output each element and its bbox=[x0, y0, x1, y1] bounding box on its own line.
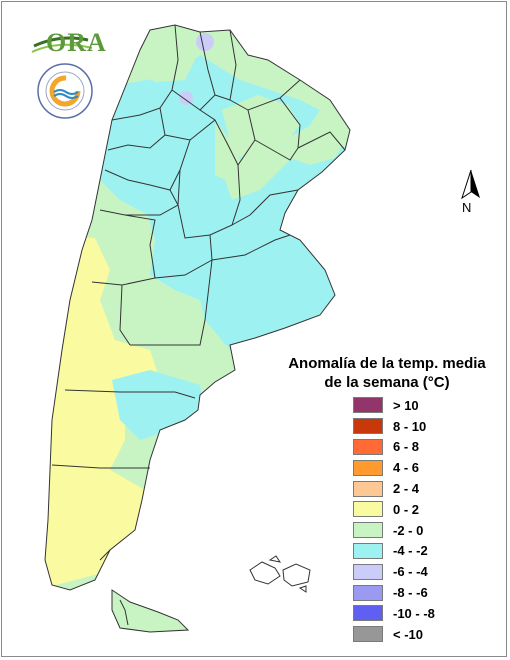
zone-neg6-neg4-spot-a bbox=[196, 33, 214, 51]
legend-item: < -10 bbox=[353, 624, 435, 645]
north-arrow-icon bbox=[461, 169, 480, 200]
seal-icon bbox=[37, 63, 93, 119]
tdf-border bbox=[119, 599, 129, 626]
legend-swatch bbox=[353, 605, 383, 622]
zone-neg2-0-corner bbox=[285, 120, 345, 165]
legend-label: 0 - 2 bbox=[393, 501, 420, 517]
legend-item: 6 - 8 bbox=[353, 437, 435, 458]
legend-swatch bbox=[353, 480, 383, 497]
legend-label: < -10 bbox=[393, 626, 423, 642]
legend-label: -6 - -4 bbox=[393, 564, 428, 580]
legend-item: -4 - -2 bbox=[353, 541, 435, 562]
tierra-del-fuego bbox=[111, 589, 190, 633]
zone-0-2 bbox=[45, 230, 160, 590]
legend-title-line-1: Anomalía de la temp. media bbox=[288, 355, 486, 372]
legend-item: 0 - 2 bbox=[353, 499, 435, 520]
zone-neg2-0-north bbox=[135, 35, 195, 82]
legend-label: 4 - 6 bbox=[393, 460, 420, 476]
legend-title: Anomalía de la temp. media de la semana … bbox=[282, 354, 492, 392]
zone-neg2-0-ne bbox=[222, 95, 300, 165]
ora-logo-text: ORA bbox=[46, 28, 107, 57]
legend-label: > 10 bbox=[393, 397, 419, 413]
ora-swoosh-icon bbox=[31, 36, 93, 53]
north-arrow-label: N bbox=[462, 200, 472, 215]
legend-swatch bbox=[353, 501, 383, 518]
legend-label: -4 - -2 bbox=[393, 543, 428, 559]
province-borders bbox=[44, 24, 351, 591]
legend-swatch bbox=[353, 438, 383, 455]
legend-swatch bbox=[353, 418, 383, 435]
legend-swatch bbox=[353, 542, 383, 559]
legend-label: 6 - 8 bbox=[393, 439, 420, 455]
legend-item: 4 - 6 bbox=[353, 457, 435, 478]
legend-item: -10 - -8 bbox=[353, 603, 435, 624]
legend-item: -2 - 0 bbox=[353, 520, 435, 541]
legend-label: -10 - -8 bbox=[393, 605, 435, 621]
zone-neg6-neg4-spot-b bbox=[179, 91, 193, 105]
legend-item: -8 - -6 bbox=[353, 582, 435, 603]
legend-swatch bbox=[353, 626, 383, 643]
ora-logo: ORA bbox=[30, 26, 106, 62]
malvinas-islands bbox=[249, 555, 311, 593]
legend-swatch bbox=[353, 459, 383, 476]
legend-label: 2 - 4 bbox=[393, 481, 420, 497]
legend-item: -6 - -4 bbox=[353, 561, 435, 582]
legend-label: -8 - -6 bbox=[393, 585, 428, 601]
legend-swatch bbox=[353, 563, 383, 580]
legend-label: 8 - 10 bbox=[393, 418, 427, 434]
legend-item: 2 - 4 bbox=[353, 478, 435, 499]
legend-swatch bbox=[353, 397, 383, 414]
legend-item: > 10 bbox=[353, 395, 435, 416]
legend-swatch bbox=[353, 584, 383, 601]
legend-swatch bbox=[353, 522, 383, 539]
legend-label: -2 - 0 bbox=[393, 522, 424, 538]
legend-item: 8 - 10 bbox=[353, 416, 435, 437]
legend-title-line-2: de la semana (°C) bbox=[324, 374, 450, 391]
legend: > 10 8 - 10 6 - 8 4 - 6 2 - 4 0 - 2 -2 - 0 -4 -… bbox=[353, 395, 435, 645]
